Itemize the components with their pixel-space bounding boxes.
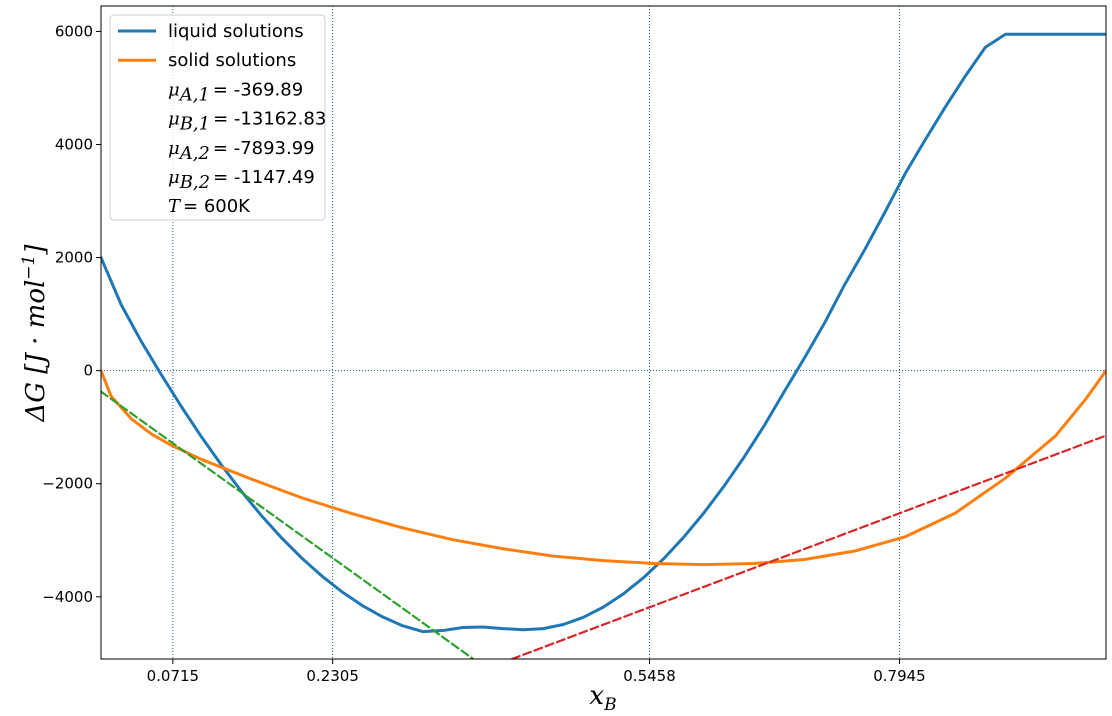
x-tick-label: 0.0715 (147, 667, 200, 685)
y-tick-label: 2000 (55, 249, 93, 267)
legend-entry-3: μB,1 = -13162.83 (168, 109, 326, 135)
series-line-1 (101, 369, 1106, 567)
legend-symbol: μ (168, 138, 180, 159)
legend-value: = -13162.83 (213, 109, 326, 130)
legend-entry-6: T = 600K (168, 196, 251, 217)
series-line-0 (101, 32, 1106, 634)
legend-entry-4: μA,2 = -7893.99 (168, 138, 315, 164)
y-axis: 6000 4000 2000 0 −2000 −4000 (42, 22, 101, 606)
plot-frame (100, 5, 1107, 660)
legend-value: = -7893.99 (213, 138, 315, 159)
legend-subscript: B,2 (179, 172, 210, 193)
series-line-2 (101, 390, 474, 659)
legend-entry-2: μA,1 = -369.89 (168, 79, 303, 105)
legend-entry-5: μB,2 = -1147.49 (168, 167, 315, 193)
legend-subscript: A,2 (178, 143, 210, 164)
series-line-3 (510, 434, 1106, 659)
legend-symbol: μ (168, 167, 180, 188)
y-tick-label: 0 (83, 362, 93, 380)
legend-value: = -369.89 (213, 79, 303, 100)
y-axis-title: ΔG [J · mol−1] (19, 244, 51, 423)
x-axis-title: xB (589, 681, 616, 715)
y-tick-label: 4000 (55, 136, 93, 154)
legend-entry-1: solid solutions (168, 50, 296, 71)
x-tick-label: 0.2305 (306, 667, 359, 685)
series-layer (101, 32, 1106, 659)
y-tick-label: −2000 (42, 475, 93, 493)
legend-subscript: A,1 (178, 84, 210, 105)
legend-symbol: T (168, 196, 182, 217)
y-tick-label: 6000 (55, 22, 93, 40)
legend-box (109, 14, 326, 221)
legend-symbol: μ (168, 79, 180, 100)
x-axis: 0.0715 0.2305 0.5458 0.7945 (147, 659, 926, 685)
legend-entry-0: liquid solutions (168, 21, 304, 42)
legend-subscript: B,1 (179, 114, 210, 135)
x-tick-label: 0.7945 (873, 667, 926, 685)
legend-value: = 600K (183, 196, 251, 217)
x-tick-label: 0.5458 (623, 667, 676, 685)
legend-symbol: μ (168, 109, 180, 130)
legend-value: = -1147.49 (213, 167, 315, 188)
y-tick-label: −4000 (42, 588, 93, 606)
